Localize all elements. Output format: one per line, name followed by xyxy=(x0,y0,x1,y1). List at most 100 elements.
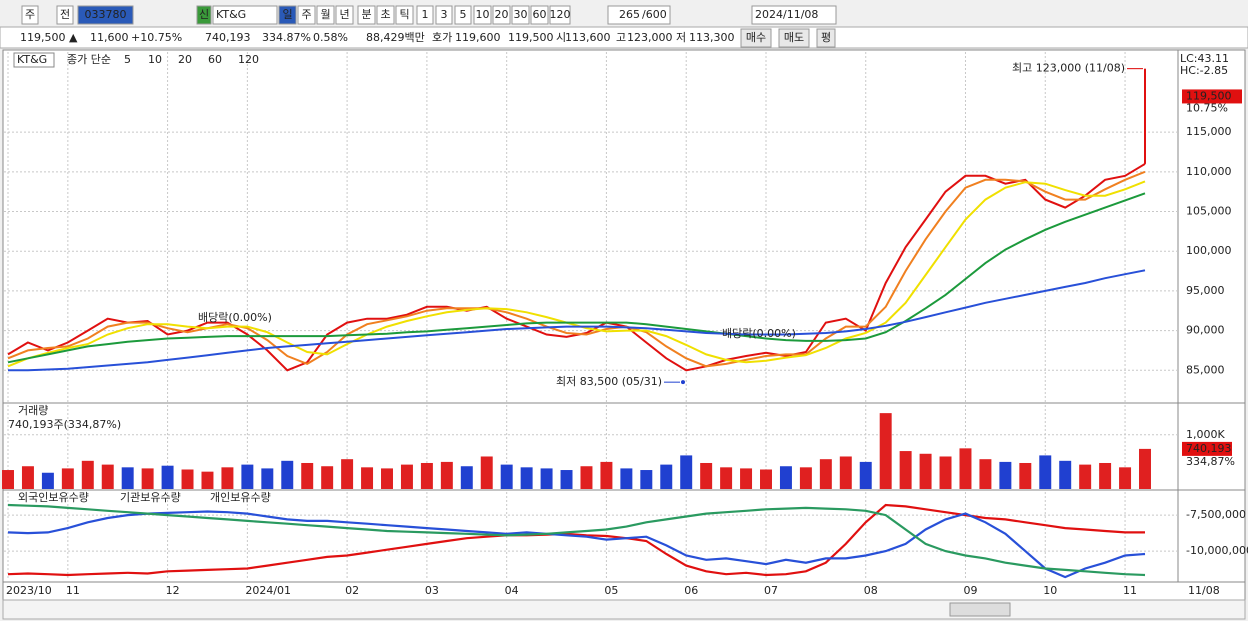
x-tick-label: 12 xyxy=(166,584,180,597)
quote-low: 113,300 xyxy=(689,31,735,44)
buy-button[interactable]: 매수 xyxy=(746,31,766,44)
interval-button[interactable]: 년 xyxy=(339,8,349,21)
volume-bar xyxy=(919,453,932,489)
date[interactable]: 2024/11/08 xyxy=(755,8,818,21)
interval-button-box[interactable] xyxy=(376,5,395,25)
unit-button[interactable]: 10 xyxy=(476,8,490,21)
y-tick-label: 100,000 xyxy=(1186,244,1232,257)
volume-bar xyxy=(580,466,593,489)
volume-bar xyxy=(460,466,473,489)
buy-button-box[interactable] xyxy=(740,28,772,48)
unit-button-box[interactable] xyxy=(492,5,511,25)
y-tick-label: -10,000,000 xyxy=(1186,544,1248,557)
quote-price: 119,500 ▲ xyxy=(20,31,78,44)
volume-last-box xyxy=(1182,441,1232,456)
interval-button[interactable]: 초 xyxy=(380,8,390,21)
volume-bar xyxy=(1099,462,1112,489)
unit-button[interactable]: 60 xyxy=(533,8,547,21)
volume-bar xyxy=(321,466,334,489)
high-label: 최고 123,000 (11/08) xyxy=(1012,62,1125,75)
quote-open: 113,600 xyxy=(565,31,611,44)
x-tick-label: 02 xyxy=(345,584,359,597)
unit-button-box[interactable] xyxy=(530,5,549,25)
stock-code-box[interactable] xyxy=(77,5,134,25)
avg-button-box[interactable] xyxy=(816,28,836,48)
interval-button-box[interactable] xyxy=(395,5,414,25)
legend-item[interactable]: 120 xyxy=(238,53,259,66)
legend-item[interactable]: 기관보유수량 xyxy=(120,491,181,504)
volume-bar xyxy=(261,468,274,489)
interval-button-box[interactable] xyxy=(278,5,297,25)
interval-button[interactable]: 틱 xyxy=(399,8,409,21)
volume-bar xyxy=(500,464,513,489)
x-tick-label: 08 xyxy=(864,584,878,597)
y-tick-label: 90,000 xyxy=(1186,324,1225,337)
volume-bar xyxy=(81,460,94,489)
volume-bar xyxy=(381,468,393,489)
quote-bid: 119,500 xyxy=(508,31,554,44)
interval-button[interactable]: 주 xyxy=(301,8,311,21)
stock-name[interactable]: KT&G xyxy=(216,8,246,21)
unit-button-box[interactable] xyxy=(454,5,472,25)
series-line xyxy=(7,503,1145,577)
name-box[interactable] xyxy=(212,5,278,25)
unit-button-box[interactable] xyxy=(435,5,453,25)
legend-title: KT&G xyxy=(17,53,47,66)
quote-bar xyxy=(0,26,1248,49)
interval-button-box[interactable] xyxy=(316,5,335,25)
sell-button-box[interactable] xyxy=(778,28,810,48)
prev-button[interactable]: 전 xyxy=(60,8,70,21)
y-tick-label: 85,000 xyxy=(1186,363,1225,376)
unit-button[interactable]: 120 xyxy=(550,8,571,21)
volume-bar xyxy=(540,468,553,489)
x-tick-label: 2023/10 xyxy=(6,584,52,597)
unit-button-box[interactable] xyxy=(416,5,434,25)
sell-button[interactable]: 매도 xyxy=(784,31,804,44)
interval-button[interactable]: 월 xyxy=(320,8,330,21)
market-badge-box xyxy=(196,5,212,25)
interval-button-box[interactable] xyxy=(335,5,354,25)
unit-button-box[interactable] xyxy=(473,5,492,25)
legend-item[interactable]: 외국인보유수량 xyxy=(18,491,89,504)
legend-item[interactable]: 20 xyxy=(178,53,192,66)
low-label: 최저 83,500 (05/31) xyxy=(556,375,662,388)
legend-item[interactable]: 개인보유수량 xyxy=(210,491,271,504)
prev-button-box[interactable] xyxy=(56,5,74,25)
volume-bar xyxy=(1039,455,1052,489)
volume-bar xyxy=(41,472,54,489)
period-kind-box[interactable] xyxy=(21,5,39,25)
unit-button-box[interactable] xyxy=(549,5,571,25)
unit-button[interactable]: 1 xyxy=(422,8,429,21)
unit-button[interactable]: 5 xyxy=(460,8,467,21)
x-tick-label: 10 xyxy=(1043,584,1057,597)
volume-bar xyxy=(161,465,174,489)
unit-button-box[interactable] xyxy=(511,5,530,25)
scroll-thumb[interactable] xyxy=(949,602,1011,617)
unit-button[interactable]: 20 xyxy=(495,8,509,21)
volume-bar xyxy=(520,467,533,489)
stock-code[interactable]: 033780 xyxy=(85,8,127,21)
legend-item[interactable]: 10 xyxy=(148,53,162,66)
date-box[interactable] xyxy=(751,5,837,25)
unit-button[interactable]: 30 xyxy=(514,8,528,21)
x-tick-label: 09 xyxy=(963,584,977,597)
interval-button[interactable]: 분 xyxy=(361,8,371,21)
scrollbar[interactable] xyxy=(2,599,1246,620)
volume-bar xyxy=(1019,462,1032,489)
legend-item[interactable]: 60 xyxy=(208,53,222,66)
period-kind[interactable]: 주 xyxy=(25,8,35,21)
legend-item[interactable]: 5 xyxy=(124,53,131,66)
x-tick-label: 07 xyxy=(764,584,778,597)
avg-button[interactable]: 평 xyxy=(821,31,831,44)
x-tick-label: 05 xyxy=(604,584,618,597)
quote-ask: 119,600 xyxy=(455,31,501,44)
count-box xyxy=(607,5,671,25)
legend-subtitle: 종가 단순 xyxy=(67,53,111,66)
x-end-label: 11/08 xyxy=(1188,584,1220,597)
interval-button-box[interactable] xyxy=(297,5,316,25)
x-tick-label: 2024/01 xyxy=(245,584,291,597)
volume-bar xyxy=(61,468,74,489)
unit-button[interactable]: 3 xyxy=(441,8,448,21)
interval-button-box[interactable] xyxy=(357,5,376,25)
interval-button[interactable]: 일 xyxy=(282,7,292,21)
